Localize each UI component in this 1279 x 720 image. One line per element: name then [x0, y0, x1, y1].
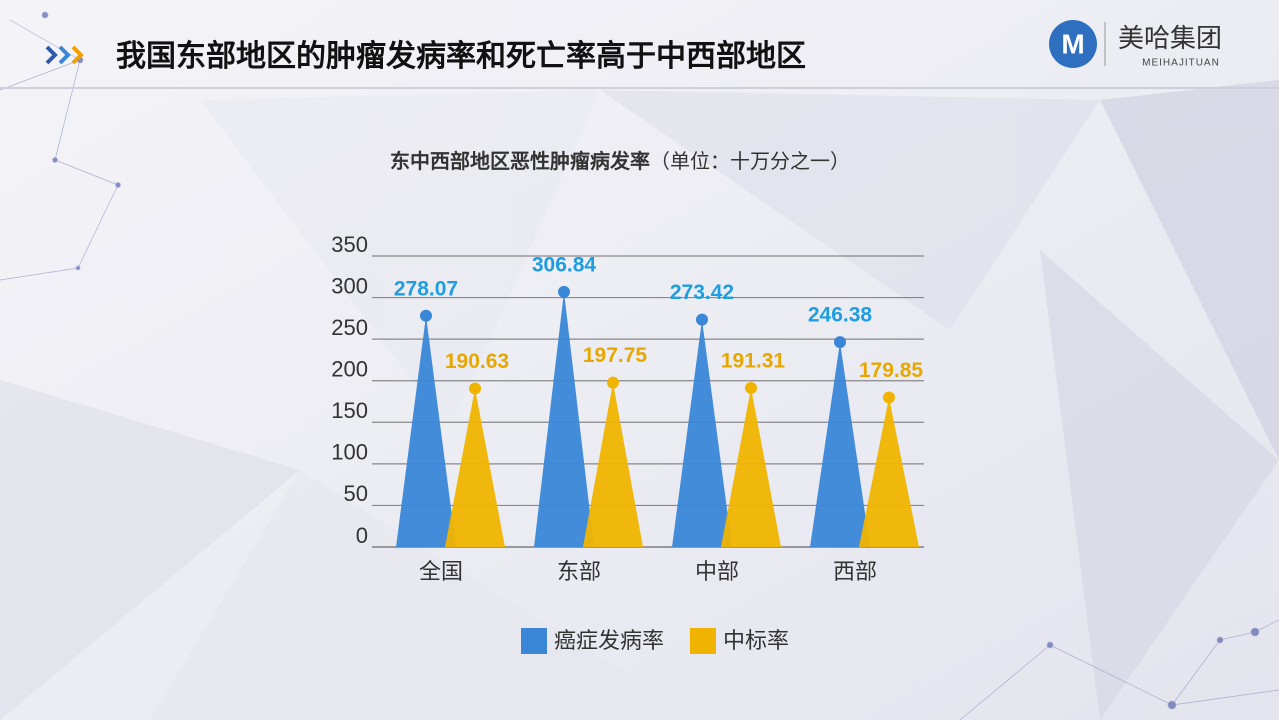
bar-tip	[834, 336, 846, 349]
y-tick-label: 50	[344, 481, 368, 506]
y-tick-label: 0	[356, 523, 368, 548]
value-label: 273.42	[670, 281, 734, 304]
x-tick-label: 东部	[557, 559, 601, 584]
plot: 0 50 100 150 200 250 300 350 全国 东部 中部 西部 278.07 306.8…	[331, 232, 924, 654]
bar-tip	[696, 313, 708, 326]
chart-unit: （单位：十万分之一）	[650, 150, 850, 173]
svg-text:M: M	[1061, 28, 1084, 59]
legend-swatch	[690, 628, 716, 654]
logo-name: 美哈集团	[1118, 23, 1222, 53]
y-tick-label: 150	[331, 398, 368, 423]
value-label: 190.63	[445, 350, 509, 373]
x-tick-label: 中部	[695, 559, 739, 584]
triangle-bar	[672, 319, 732, 547]
y-tick-label: 350	[331, 232, 368, 257]
value-label: 179.85	[859, 359, 924, 382]
triangle-bar	[445, 388, 505, 547]
value-label: 197.75	[583, 344, 648, 367]
triangle-bar	[859, 397, 919, 547]
bar-tip	[745, 381, 757, 394]
bar-tip	[420, 309, 432, 322]
slide-title: 我国东部地区的肿瘤发病率和死亡率高于中西部地区	[116, 39, 806, 73]
bar-tip	[607, 376, 619, 389]
bar-tip	[558, 285, 570, 298]
x-tick-label: 全国	[419, 559, 463, 584]
value-label: 191.31	[721, 349, 786, 372]
network-decoration	[0, 11, 1279, 720]
logo: M 美哈集团 MEIHAJITUAN	[1049, 20, 1222, 69]
bar-tip	[469, 382, 481, 395]
legend-label: 中标率	[723, 628, 789, 653]
y-tick-label: 250	[331, 315, 368, 340]
triangle-bar	[583, 382, 643, 547]
y-tick-label: 100	[331, 440, 368, 465]
x-tick-label: 西部	[833, 559, 877, 584]
bar-tip	[883, 391, 895, 404]
triangle-bar	[534, 291, 594, 547]
chart-title-main: 东中西部地区恶性肿瘤病发率	[390, 149, 650, 173]
value-label: 246.38	[808, 304, 873, 327]
value-label: 278.07	[394, 277, 458, 300]
title-arrows	[45, 45, 84, 65]
legend-label: 癌症发病率	[554, 628, 664, 653]
logo-sub: MEIHAJITUAN	[1142, 58, 1220, 69]
triangle-bar	[721, 387, 781, 547]
y-tick-label: 200	[331, 357, 368, 382]
triangle-bar	[396, 315, 456, 547]
y-tick-label: 300	[331, 273, 368, 298]
value-label: 306.84	[532, 253, 597, 276]
chart-title: 东中西部地区恶性肿瘤病发率（单位：十万分之一）	[390, 149, 850, 173]
legend-swatch	[521, 628, 547, 654]
triangle-bar	[810, 342, 870, 547]
background-shapes	[0, 80, 1279, 720]
